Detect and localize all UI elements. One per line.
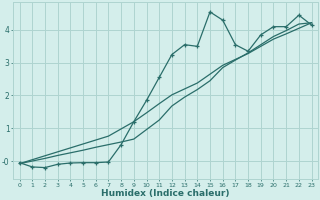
X-axis label: Humidex (Indice chaleur): Humidex (Indice chaleur): [101, 189, 230, 198]
